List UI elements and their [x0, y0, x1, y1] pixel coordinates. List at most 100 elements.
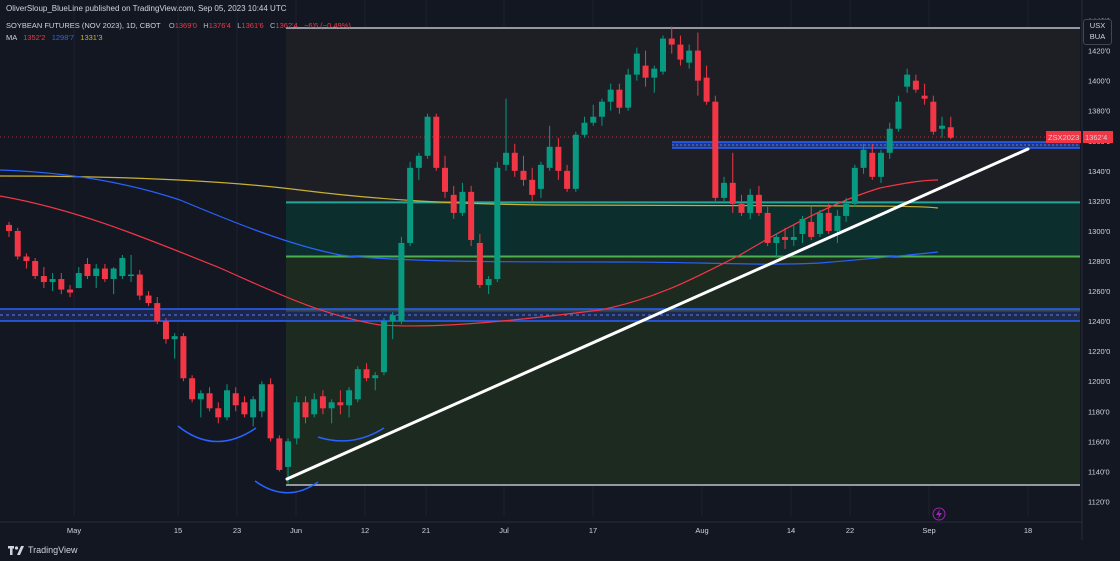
candle[interactable] — [302, 396, 309, 424]
candle[interactable] — [677, 35, 684, 66]
candle[interactable] — [912, 74, 919, 93]
candle[interactable] — [415, 152, 422, 180]
candle[interactable] — [503, 98, 510, 171]
candle[interactable] — [703, 65, 710, 105]
candle[interactable] — [23, 253, 30, 269]
candle[interactable] — [372, 372, 379, 391]
candle[interactable] — [224, 384, 230, 421]
candle[interactable] — [197, 390, 204, 418]
candle[interactable] — [799, 215, 806, 243]
candle[interactable] — [790, 224, 797, 246]
candle[interactable] — [93, 264, 100, 289]
candle[interactable] — [633, 47, 640, 81]
candle[interactable] — [171, 333, 178, 359]
candle[interactable] — [380, 318, 387, 376]
candle[interactable] — [319, 390, 326, 415]
candle[interactable] — [625, 68, 632, 111]
candle[interactable] — [895, 95, 902, 132]
candle[interactable] — [721, 176, 728, 204]
candle[interactable] — [14, 227, 21, 260]
candle[interactable] — [241, 396, 248, 418]
candle[interactable] — [581, 116, 588, 138]
candle[interactable] — [494, 161, 501, 283]
candle[interactable] — [886, 122, 893, 159]
candle[interactable] — [537, 161, 544, 198]
candle[interactable] — [616, 83, 623, 114]
candle[interactable] — [668, 26, 675, 54]
candle[interactable] — [67, 285, 74, 298]
symbol-title[interactable]: SOYBEAN FUTURES (NOV 2023), 1D, CBOT — [6, 21, 161, 30]
candle[interactable] — [267, 378, 274, 442]
tradingview-logo[interactable]: TradingView — [8, 545, 78, 555]
head-arc[interactable] — [254, 480, 319, 494]
candle[interactable] — [398, 236, 405, 325]
candle[interactable] — [930, 95, 937, 135]
candle[interactable] — [407, 161, 414, 246]
candle[interactable] — [529, 167, 536, 201]
candle[interactable] — [442, 155, 448, 198]
candle[interactable] — [154, 297, 161, 325]
candle[interactable] — [694, 32, 701, 96]
candle[interactable] — [258, 381, 265, 418]
candle[interactable] — [136, 270, 143, 301]
candle[interactable] — [328, 399, 335, 424]
candle[interactable] — [764, 206, 771, 246]
candle[interactable] — [293, 396, 300, 445]
trend-line[interactable] — [285, 147, 1030, 481]
candle[interactable] — [939, 116, 946, 138]
candle[interactable] — [851, 164, 858, 207]
right-shoulder-arc[interactable] — [317, 427, 385, 442]
candle[interactable] — [555, 137, 562, 180]
candle[interactable] — [485, 276, 492, 295]
candle[interactable] — [642, 50, 649, 87]
candle[interactable] — [424, 113, 431, 159]
candle[interactable] — [162, 318, 169, 344]
candle[interactable] — [773, 233, 780, 258]
candle[interactable] — [843, 197, 850, 222]
candle[interactable] — [346, 387, 353, 418]
candle[interactable] — [747, 188, 754, 219]
candle[interactable] — [808, 206, 815, 240]
candle[interactable] — [686, 44, 693, 69]
candle[interactable] — [189, 375, 196, 403]
currency-unit-button[interactable]: USX BUA — [1083, 19, 1112, 45]
candle[interactable] — [651, 65, 658, 93]
candle[interactable] — [232, 387, 239, 412]
candle[interactable] — [433, 113, 440, 171]
candle[interactable] — [564, 164, 571, 192]
candle[interactable] — [110, 267, 117, 295]
candle[interactable] — [607, 83, 614, 111]
price-chart[interactable]: 1440'01420'01400'01380'01360'01340'01320… — [0, 0, 1120, 540]
candle[interactable] — [476, 233, 483, 289]
candle[interactable] — [180, 333, 187, 382]
candle[interactable] — [337, 390, 344, 415]
candle[interactable] — [128, 254, 135, 283]
candle[interactable] — [101, 264, 108, 283]
candle[interactable] — [58, 273, 65, 295]
candle[interactable] — [660, 35, 666, 75]
candle[interactable] — [947, 116, 954, 140]
lightning-event-icon[interactable] — [932, 507, 946, 521]
candle[interactable] — [729, 152, 736, 213]
candle[interactable] — [816, 209, 823, 237]
candle[interactable] — [738, 194, 745, 216]
candle[interactable] — [825, 203, 832, 234]
candle[interactable] — [250, 396, 257, 427]
candle[interactable] — [40, 267, 47, 289]
candle[interactable] — [6, 221, 12, 237]
candle[interactable] — [119, 254, 126, 280]
candle[interactable] — [363, 363, 370, 382]
candle[interactable] — [354, 366, 361, 403]
candle[interactable] — [520, 155, 527, 186]
candle[interactable] — [206, 387, 213, 412]
candle[interactable] — [75, 267, 82, 289]
candle[interactable] — [215, 402, 222, 424]
candle[interactable] — [311, 393, 318, 418]
candle[interactable] — [276, 435, 283, 472]
candle[interactable] — [145, 291, 152, 307]
candle[interactable] — [572, 131, 579, 192]
candle[interactable] — [49, 273, 56, 292]
candle[interactable] — [782, 227, 789, 249]
candle[interactable] — [32, 258, 39, 280]
candle[interactable] — [712, 95, 719, 201]
